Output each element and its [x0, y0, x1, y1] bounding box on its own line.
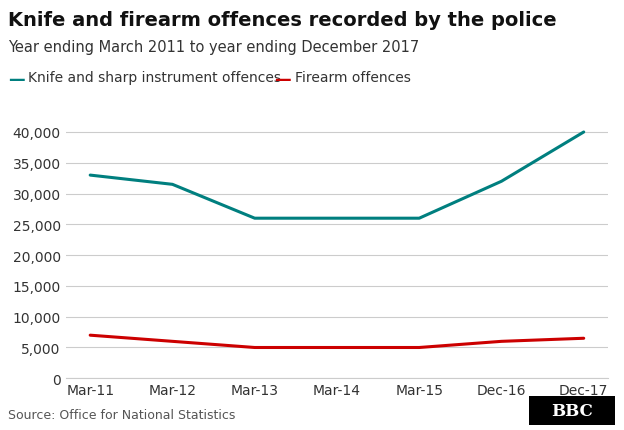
Text: Knife and sharp instrument offences: Knife and sharp instrument offences [28, 71, 281, 85]
Text: Knife and firearm offences recorded by the police: Knife and firearm offences recorded by t… [8, 11, 557, 30]
Text: BBC: BBC [552, 402, 593, 419]
Text: Year ending March 2011 to year ending December 2017: Year ending March 2011 to year ending De… [8, 40, 419, 55]
Text: —: — [8, 71, 25, 89]
Text: Source: Office for National Statistics: Source: Office for National Statistics [8, 408, 235, 421]
Text: —: — [275, 71, 291, 89]
Text: Firearm offences: Firearm offences [295, 71, 411, 85]
